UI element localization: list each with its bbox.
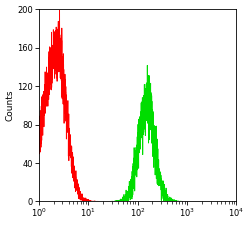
- Y-axis label: Counts: Counts: [6, 90, 15, 121]
